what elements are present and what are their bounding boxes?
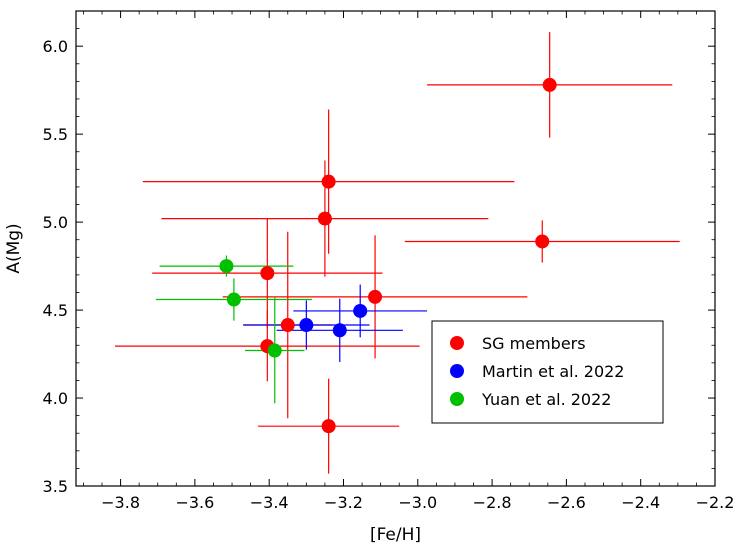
x-tick-label: −2.6 xyxy=(547,493,586,512)
x-axis-label: [Fe/H] xyxy=(370,525,421,545)
ticks-layer: −3.8 −3.6 −3.4 −3.2 −3.0 −2.8 −2.6 −2.4 −2.2 3.5 4… xyxy=(43,10,734,512)
x-tick-label: −3.6 xyxy=(175,493,214,512)
legend-marker xyxy=(450,336,464,350)
data-point xyxy=(226,292,241,307)
data-point xyxy=(321,419,336,434)
data-point xyxy=(260,266,275,281)
data-point xyxy=(542,77,557,92)
legend-box xyxy=(431,320,664,424)
points-layer xyxy=(219,77,557,434)
plot-frame xyxy=(75,10,716,487)
x-tick-label: −2.4 xyxy=(621,493,660,512)
data-point xyxy=(280,318,295,333)
data-point xyxy=(321,174,336,189)
data-point xyxy=(332,323,347,338)
legend-label: Yuan et al. 2022 xyxy=(481,390,611,409)
data-point xyxy=(317,211,332,226)
x-tick-label: −3.4 xyxy=(250,493,289,512)
y-tick-label: 4.5 xyxy=(43,301,68,320)
x-tick-label: −3.8 xyxy=(101,493,140,512)
legend-label: Martin et al. 2022 xyxy=(482,362,624,381)
y-tick-label: 5.0 xyxy=(43,213,68,232)
data-point xyxy=(299,318,314,333)
legend: SG members Martin et al. 2022 Yuan et al. … xyxy=(431,320,664,424)
y-tick-label: 5.5 xyxy=(43,125,68,144)
y-axis-label: A(Mg) xyxy=(4,223,24,273)
data-point xyxy=(267,343,282,358)
data-point xyxy=(353,303,368,318)
x-tick-label: −3.2 xyxy=(324,493,363,512)
x-tick-label: −3.0 xyxy=(398,493,437,512)
y-tick-label: 6.0 xyxy=(43,37,68,56)
legend-marker xyxy=(450,364,464,378)
data-point xyxy=(368,289,383,304)
y-tick-label: 4.0 xyxy=(43,389,68,408)
data-point xyxy=(535,234,550,249)
data-point xyxy=(219,259,234,274)
x-tick-label: −2.8 xyxy=(473,493,512,512)
y-tick-label: 3.5 xyxy=(43,477,68,496)
legend-label: SG members xyxy=(482,334,586,353)
x-tick-label: −2.2 xyxy=(696,493,734,512)
legend-marker xyxy=(450,392,464,406)
